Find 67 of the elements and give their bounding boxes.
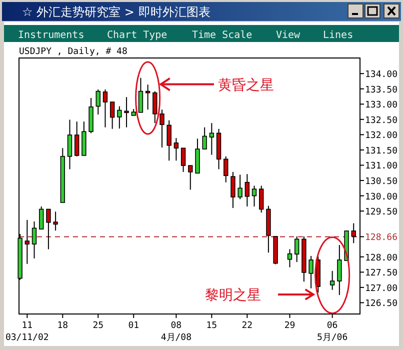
- candlestick: [67, 119, 72, 170]
- ref-line-label: 128.66: [365, 233, 398, 244]
- chart-title: ☆ 外汇走势研究室 > 即时外汇图表: [22, 5, 210, 19]
- x-tick-label: 18: [57, 321, 68, 331]
- y-tick-label: 127.50: [365, 268, 398, 279]
- candlestick: [209, 122, 214, 156]
- candlestick: [202, 126, 207, 150]
- candlestick: [259, 185, 264, 214]
- candlestick: [46, 208, 51, 250]
- text: View: [276, 30, 302, 41]
- text: Lines: [323, 30, 354, 41]
- text: Chart Type: [107, 30, 168, 41]
- candlestick: [224, 156, 228, 183]
- text: Instruments: [18, 30, 84, 41]
- y-tick-label: 126.50: [365, 299, 398, 310]
- candlestick: [351, 222, 356, 244]
- candlestick: [166, 120, 172, 162]
- candlestick: [117, 106, 122, 130]
- x-tick-label: 29: [284, 321, 296, 331]
- candlestick: [96, 88, 100, 116]
- candlestick: [180, 148, 186, 172]
- y-tick-label: 131.50: [365, 146, 398, 156]
- x-tick-label: 25: [92, 321, 104, 331]
- candlestick: [188, 165, 193, 190]
- candlestick: [238, 174, 242, 200]
- y-tick-label: 130.00: [365, 192, 398, 202]
- candlestick: [287, 248, 292, 268]
- candlestick: [110, 101, 115, 130]
- chart-subtitle: USDJPY , Daily, # 48: [19, 47, 128, 57]
- candlestick: [74, 121, 80, 157]
- y-tick-label: 133.00: [365, 100, 398, 111]
- y-tick-label: 130.50: [365, 177, 398, 187]
- y-tick-label: 129.50: [365, 208, 398, 218]
- candlestick: [82, 121, 86, 156]
- y-tick-label: 132.50: [365, 116, 398, 126]
- candlestick: [138, 77, 144, 113]
- y-tick-label: 131.00: [365, 162, 398, 172]
- x-tick-label: 01: [128, 321, 140, 331]
- candlestick: [294, 236, 300, 263]
- y-tick-label: 132.00: [365, 131, 398, 142]
- annotation: 黄昏之星: [218, 77, 274, 94]
- candlestick: [252, 185, 257, 207]
- candlestick: [152, 90, 158, 124]
- x-tick-label: 11 03/11/02: [5, 321, 49, 343]
- candlestick: [330, 270, 335, 290]
- candlestick: [102, 88, 108, 128]
- candlestick: [32, 220, 37, 259]
- y-tick-label: 133.50: [365, 85, 398, 96]
- y-tick-label: 134.00: [365, 70, 398, 80]
- candlestick: [53, 211, 58, 232]
- candlestick: [244, 174, 250, 207]
- candlestick: [24, 219, 30, 264]
- candlestick: [337, 244, 342, 296]
- candlestick: [124, 96, 129, 128]
- x-tick-label: 22: [242, 321, 253, 331]
- x-tick-label: 08 4月/08: [160, 321, 192, 343]
- candlestick: [174, 138, 179, 162]
- y-tick-label: 128.00: [365, 253, 398, 264]
- x-tick-label: 15: [206, 321, 218, 331]
- candlestick: [160, 109, 164, 148]
- candlestick: [39, 206, 44, 230]
- y-tick-label: 127.00: [365, 284, 398, 294]
- x-tick-label: 06 5月/06: [316, 321, 348, 343]
- candlestick: [230, 171, 236, 208]
- text: Time Scale: [192, 30, 252, 41]
- annotation: 黎明之星: [205, 287, 261, 304]
- candlestick: [308, 255, 314, 289]
